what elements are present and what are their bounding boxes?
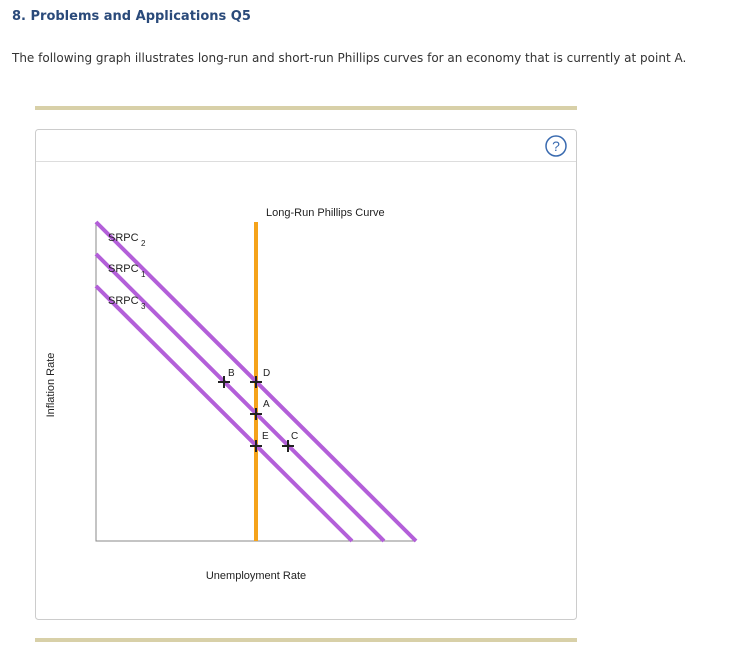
point-label: C (291, 431, 298, 442)
curve-label: SRPC (108, 295, 139, 307)
lrpc-label: Long-Run Phillips Curve (266, 207, 385, 219)
curve-subscript: 2 (141, 239, 146, 248)
point-marker (218, 376, 230, 388)
point-marker (282, 440, 294, 452)
point-markers (218, 376, 294, 452)
question-title: 8. Problems and Applications Q5 (12, 9, 251, 24)
point-label: A (263, 399, 270, 410)
help-button[interactable] (545, 135, 567, 157)
graph-panel (35, 129, 577, 620)
point-marker (250, 440, 262, 452)
point-label: E (262, 431, 269, 442)
point-label: B (228, 368, 235, 379)
curve-subscript: 3 (141, 302, 146, 311)
point-marker (250, 408, 262, 420)
curve-label: SRPC (108, 263, 139, 275)
curve-subscript: 1 (141, 270, 146, 279)
srpc-line (94, 252, 386, 543)
help-icon[interactable]: ? (552, 138, 560, 154)
srpc-line (94, 284, 354, 543)
question-text: The following graph illustrates long-run… (12, 51, 687, 65)
axes (95, 222, 416, 542)
curve-label: SRPC (108, 232, 139, 244)
x-axis-label: Unemployment Rate (206, 570, 306, 582)
y-axis-label: Inflation Rate (45, 353, 57, 418)
point-marker (250, 376, 262, 388)
divider (35, 106, 577, 110)
divider (35, 638, 577, 642)
point-label: D (263, 368, 270, 379)
